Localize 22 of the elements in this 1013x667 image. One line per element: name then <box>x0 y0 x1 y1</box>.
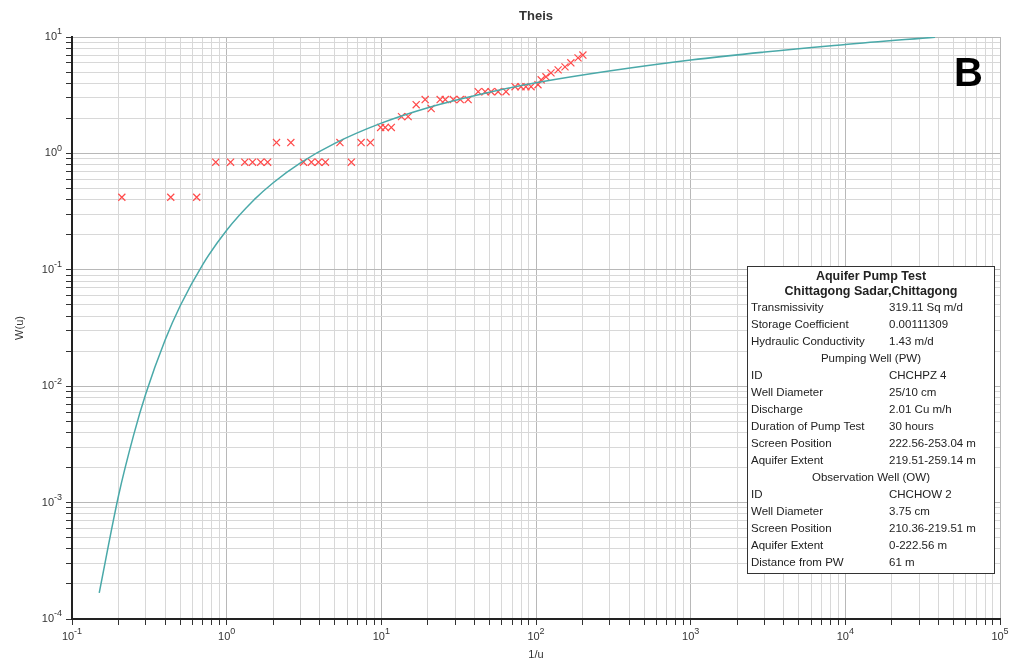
chart-title: Theis <box>519 7 553 23</box>
text: Well Diameter 25/10 cm <box>751 386 937 398</box>
y-axis-title: W(u) <box>13 316 26 340</box>
text: Aquifer Extent 0-222.56 m <box>751 539 948 551</box>
text: Aquifer Extent 219.51-259.14 m <box>751 454 976 466</box>
text: Hydraulic Conductivity 1.43 m/d <box>751 335 934 347</box>
text: Duration of Pump Test 30 hours <box>751 420 934 432</box>
text: Screen Position 222.56-253.04 m <box>751 437 976 449</box>
annotation: Chittagong Sadar,Chittagong <box>783 284 959 299</box>
text: ID CHCHOW 2 <box>751 488 952 500</box>
x-axis-title: 1/u <box>528 648 544 661</box>
annotation: Pumping Well (PW) <box>819 351 923 366</box>
text: Distance from PW 61 m <box>751 556 915 568</box>
annotation: B <box>954 50 983 95</box>
text: Well Diameter 3.75 cm <box>751 505 930 517</box>
text: Discharge 2.01 Cu m/h <box>751 403 952 415</box>
text: Screen Position 210.36-219.51 m <box>751 522 976 534</box>
annotation: Observation Well (OW) <box>811 470 931 485</box>
text: Storage Coefficient 0.00111309 <box>751 318 949 330</box>
annotation: Aquifer Pump Test <box>814 269 928 284</box>
text: ID CHCHPZ 4 <box>751 369 947 381</box>
text: Transmissivity 319.11 Sq m/d <box>751 301 963 313</box>
